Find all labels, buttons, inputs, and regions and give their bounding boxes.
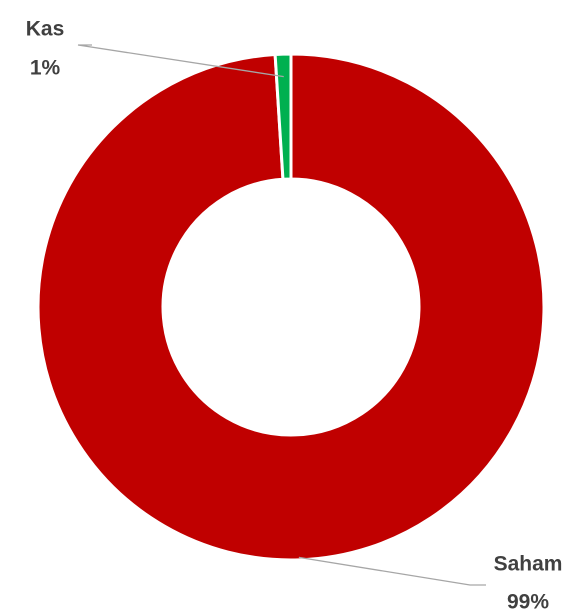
leader-line: [298, 556, 486, 586]
donut-slice: [36, 52, 546, 562]
category-label: Saham: [494, 553, 563, 576]
value-label: 99%: [507, 591, 549, 612]
leader-line: [77, 44, 284, 78]
category-label: Kas: [26, 18, 65, 41]
value-label: 1%: [30, 57, 61, 80]
donut-slice: [273, 52, 293, 181]
